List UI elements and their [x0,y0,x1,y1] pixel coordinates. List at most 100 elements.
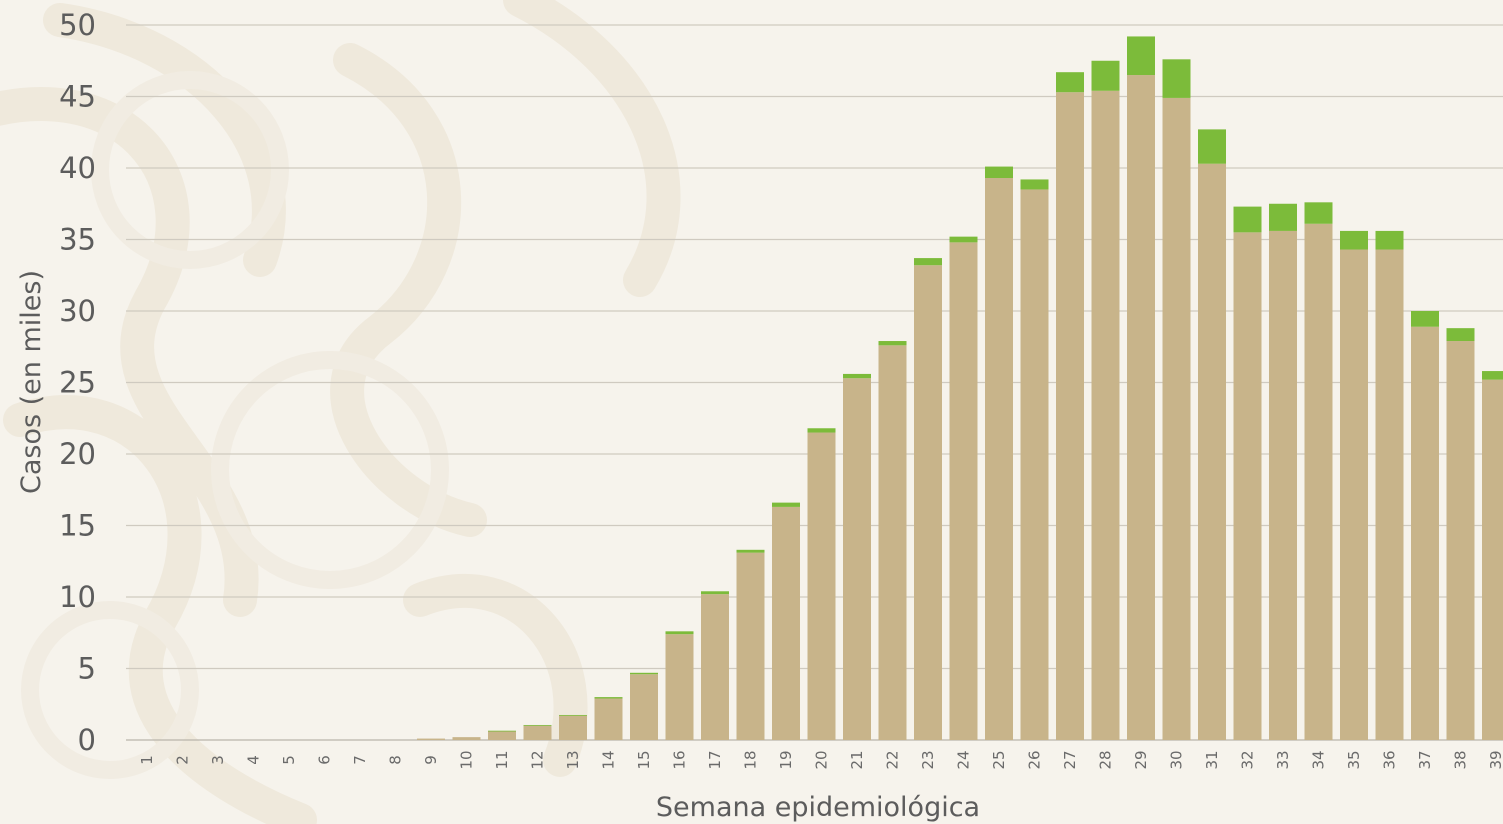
bar-week-39-series-0 [1482,379,1503,740]
bar-week-27-series-0 [1056,92,1084,740]
bar-week-29-series-0 [1127,75,1155,741]
bar-week-18-series-0 [736,552,765,740]
bar-week-14-series-0 [594,698,623,740]
bar-week-38-series-1 [1446,328,1475,342]
x-tick-label: 17 [706,750,724,769]
x-tick-label: 5 [280,755,298,765]
x-tick-label: 2 [174,755,192,765]
bar-week-37-series-0 [1411,326,1439,740]
x-tick-label: 4 [245,755,263,765]
x-tick-label: 11 [493,750,511,769]
y-tick-label: 30 [59,294,96,328]
x-tick-label: 19 [777,750,795,769]
bar-week-11-series-0 [488,731,516,740]
y-axis-label: Casos (en miles) [16,270,47,494]
x-tick-label: 10 [458,750,476,769]
bar-week-26-series-1 [1020,179,1049,190]
y-tick-label: 10 [59,580,96,614]
x-axis-label: Semana epidemiológica [656,792,980,823]
x-tick-label: 9 [422,755,440,765]
bar-week-27-series-1 [1056,72,1084,93]
x-tick-label: 24 [955,750,973,769]
y-tick-label: 40 [59,151,96,185]
x-tick-label: 34 [1310,750,1328,769]
bar-week-34-series-1 [1304,202,1333,224]
x-tick-label: 30 [1168,750,1186,769]
bar-week-30-series-1 [1162,59,1191,98]
bar-week-29-series-1 [1127,36,1155,76]
bar-week-28-series-1 [1091,60,1120,91]
bar-week-36-series-0 [1375,249,1404,740]
y-tick-label: 5 [78,652,96,686]
x-tick-label: 15 [635,750,653,769]
y-tick-label: 50 [59,8,96,42]
bar-week-33-series-1 [1269,203,1297,231]
bar-week-38-series-0 [1446,341,1475,740]
bar-week-22-series-1 [878,341,907,346]
bar-week-15-series-1 [630,672,658,675]
bar-week-19-series-0 [772,506,800,740]
bar-week-16-series-1 [665,631,694,635]
x-tick-label: 26 [1026,750,1044,769]
bar-week-17-series-1 [701,591,729,595]
bar-week-39-series-1 [1482,371,1503,380]
x-tick-label: 35 [1345,750,1363,769]
bar-week-16-series-0 [665,634,694,740]
y-tick-label: 25 [59,366,96,400]
x-tick-label: 38 [1452,750,1470,769]
bar-week-13-series-1 [559,714,587,716]
x-tick-label: 7 [351,755,369,765]
bar-week-9-series-0 [417,738,445,740]
bar-week-30-series-0 [1162,97,1191,741]
bar-week-33-series-0 [1269,230,1297,741]
bar-week-24-series-1 [949,236,978,243]
x-tick-label: 28 [1097,750,1115,769]
bar-week-35-series-1 [1340,230,1368,250]
x-tick-label: 1 [138,755,156,765]
x-tick-label: 20 [813,750,831,769]
bar-week-32-series-1 [1233,206,1262,233]
x-tick-label: 22 [884,750,902,769]
bar-week-19-series-1 [772,502,800,507]
bar-week-36-series-1 [1375,230,1404,250]
bar-week-12-series-1 [523,724,552,726]
bar-week-14-series-1 [594,697,623,699]
bar-week-11-series-1 [488,730,516,732]
bar-week-28-series-0 [1091,90,1120,740]
x-tick-label: 12 [529,750,547,769]
x-tick-label: 13 [564,750,582,769]
bar-week-37-series-1 [1411,311,1439,327]
bar-week-22-series-0 [878,345,907,740]
x-tick-label: 8 [387,755,405,765]
x-tick-label: 33 [1274,750,1292,769]
bar-week-20-series-0 [807,432,836,740]
bar-week-24-series-0 [949,242,978,741]
bar-week-23-series-0 [914,265,942,740]
y-tick-label: 45 [59,80,96,114]
x-tick-label: 27 [1061,750,1079,769]
bar-week-23-series-1 [914,258,942,266]
x-tick-label: 6 [316,755,334,765]
bar-week-34-series-0 [1304,223,1333,740]
bar-week-20-series-1 [807,428,836,433]
y-tick-label: 20 [59,437,96,471]
bar-week-12-series-0 [523,725,552,740]
bar-week-13-series-0 [559,715,587,740]
y-tick-label: 15 [59,509,96,543]
x-tick-label: 36 [1381,750,1399,769]
y-tick-label: 0 [78,723,96,757]
bar-week-21-series-1 [843,373,871,379]
x-tick-label: 21 [848,750,866,769]
bar-week-31-series-0 [1198,163,1226,740]
bar-week-15-series-0 [630,674,658,740]
x-tick-label: 29 [1132,750,1150,769]
x-tick-label: 32 [1239,750,1257,769]
x-tick-label: 18 [742,750,760,769]
bar-week-32-series-0 [1233,232,1262,740]
bar-week-26-series-0 [1020,189,1049,740]
bar-week-31-series-1 [1198,129,1226,164]
bar-week-21-series-0 [843,378,871,740]
x-tick-label: 39 [1487,750,1503,769]
